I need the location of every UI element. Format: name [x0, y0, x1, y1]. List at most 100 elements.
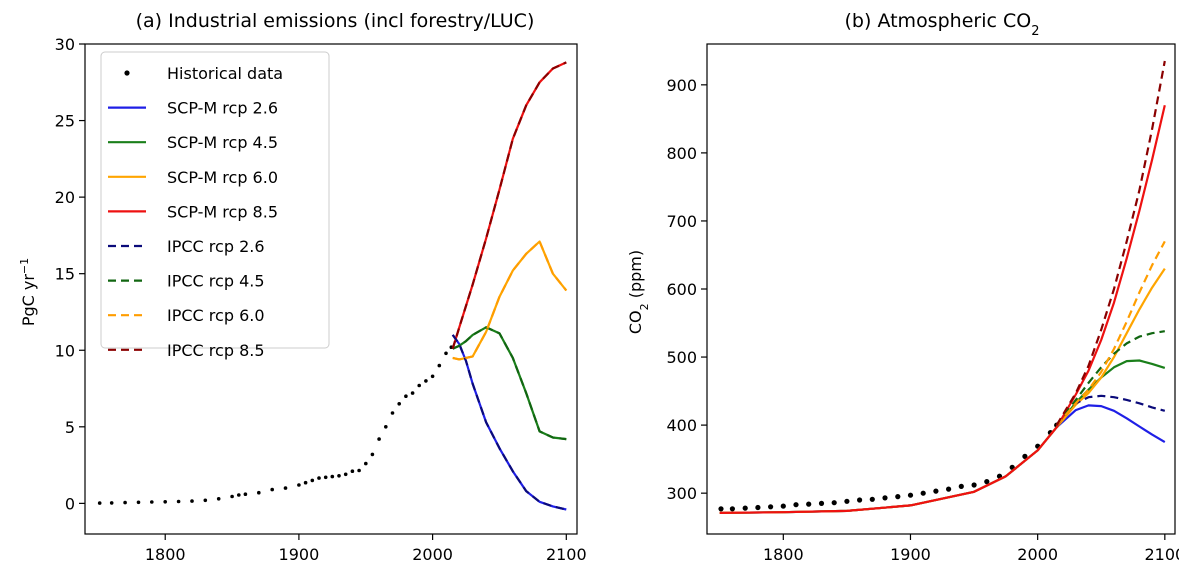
panel-a-historical-point	[216, 497, 221, 501]
panel-a-historical-point	[257, 490, 261, 495]
panel-a-title: (a) Industrial emissions (incl forestry/…	[136, 10, 535, 32]
panel-a-line-ipcc-rcp-6-0	[452, 240, 568, 361]
panel-b-line-scp-m-rcp-6-0	[719, 267, 1166, 514]
panel-a-historical-point	[163, 500, 167, 504]
panel-b-historical-point	[755, 504, 761, 511]
panel-a-historical-point	[370, 452, 375, 457]
panel-a-line-scp-m-rcp-2-6	[451, 334, 567, 511]
panel-b-xtick-label: 2000	[1017, 545, 1058, 564]
panel-a-historical-point	[410, 391, 415, 395]
panel-a-line-scp-m-rcp-4-5	[452, 326, 567, 441]
panel-a-historical-point	[303, 480, 308, 485]
panel-b-xtick-label: 2100	[1144, 545, 1179, 564]
panel-b-historical-point	[857, 497, 863, 503]
panel-a-ylabel: PgC yr−1	[18, 258, 39, 326]
panel-a-historical-point	[337, 474, 341, 478]
panel-a-historical-point	[323, 475, 328, 480]
panel-a-historical-point	[390, 411, 395, 415]
panel-a-historical-point	[176, 499, 181, 504]
panel-a-historical-point	[384, 425, 388, 429]
legend-label: IPCC rcp 6.0	[167, 306, 265, 325]
panel-a-historical-point	[343, 472, 348, 477]
panel-b-line-ipcc-rcp-8-5	[1055, 60, 1166, 426]
panel-a-ytick-label: 20	[55, 188, 75, 207]
panel-b-historical-point	[984, 479, 990, 485]
panel-b-historical-point	[793, 502, 799, 508]
panel-a-ytick-label: 15	[55, 265, 75, 284]
panel-b-historical-point	[933, 488, 939, 494]
legend-label: IPCC rcp 2.6	[167, 237, 265, 256]
legend-marker	[124, 70, 130, 76]
panel-a-historical-point	[437, 363, 442, 368]
panel-b-historical-point	[895, 494, 901, 500]
panel-b-ytick-label: 500	[666, 348, 697, 367]
panel-b-plot	[718, 60, 1166, 514]
panel-b-historical-point	[869, 496, 875, 502]
panel-b-yticks: 300 400 500 600 700 800 900	[666, 76, 707, 503]
panel-b: (b) Atmospheric CO2 CO2 (ppm) 1800 1900 20…	[626, 10, 1179, 564]
panel-a-historical-point	[283, 486, 288, 490]
panel-b-ytick-label: 400	[666, 416, 697, 435]
panel-b-line-ipcc-rcp-4-5	[1055, 330, 1165, 426]
panel-b-ylabel: CO2 (ppm)	[626, 250, 651, 334]
panel-a-historical-point	[404, 394, 408, 399]
panel-b-xticks: 1800 1900 2000 2100	[763, 534, 1179, 564]
panel-b-historical-point	[806, 501, 812, 507]
panel-b-historical-point	[882, 495, 888, 501]
panel-b-historical-point	[780, 503, 786, 509]
panel-a-historical-point	[310, 478, 315, 483]
panel-a-historical-point	[230, 494, 234, 499]
panel-a-ytick-label: 0	[65, 494, 75, 513]
panel-a-historical-point	[97, 501, 102, 505]
panel-b-ytick-label: 900	[666, 76, 697, 95]
panel-a-yticks: 0 5 10 15 20 25 30	[55, 35, 85, 513]
panel-a-xtick-label: 1900	[279, 545, 320, 564]
panel-b-frame	[706, 43, 1176, 535]
panel-a-historical-point	[430, 374, 435, 379]
legend-label: Historical data	[167, 64, 283, 83]
panel-b-xtick-label: 1800	[763, 545, 804, 564]
panel-a-line-ipcc-rcp-4-5	[452, 326, 567, 441]
panel-b-historical-point	[971, 482, 977, 488]
panel-b-historical-point	[920, 490, 926, 496]
legend-item-ipcc-rcp-2-6: IPCC rcp 2.6	[108, 237, 265, 256]
panel-a-line-ipcc-rcp-2-6	[451, 334, 567, 511]
panel-a-ytick-label: 10	[55, 341, 75, 360]
panel-a-historical-point	[444, 351, 448, 356]
panel-b-historical-point	[768, 504, 774, 510]
panel-b-line-scp-m-rcp-2-6	[719, 404, 1166, 514]
legend-item-scp-m-rcp-8-5: SCP-M rcp 8.5	[108, 202, 278, 221]
panel-b-historical-point	[958, 483, 964, 489]
panel-a-xtick-label: 2000	[412, 545, 453, 564]
panel-a-xtick-label: 2100	[546, 545, 587, 564]
panel-a-historical-point	[364, 461, 368, 466]
panel-b-title: (b) Atmospheric CO2	[845, 10, 1040, 39]
panel-b-historical-point	[718, 506, 724, 512]
panel-a-historical-point	[150, 500, 154, 504]
panel-a-frame	[84, 43, 578, 535]
panel-a-historical-point	[123, 500, 127, 505]
panel-a-historical-point	[297, 483, 301, 487]
panel-b-historical-point	[729, 506, 736, 512]
legend-box	[100, 51, 330, 349]
legend-item-scp-m-rcp-2-6: SCP-M rcp 2.6	[108, 99, 278, 118]
panel-b-ytick-label: 300	[666, 484, 697, 503]
panel-b-line-ipcc-rcp-2-6	[1055, 394, 1166, 426]
panel-b-historical-point	[907, 492, 914, 498]
legend-label: SCP-M rcp 4.5	[167, 133, 278, 152]
panel-a-historical-point	[424, 379, 428, 383]
panel-a-historical-point	[377, 437, 381, 441]
legend-item-ipcc-rcp-4-5: IPCC rcp 4.5	[108, 272, 265, 291]
legend-label: IPCC rcp 8.5	[167, 341, 265, 360]
panel-b-historical-point	[844, 498, 850, 504]
panel-a-historical-point	[190, 499, 194, 503]
panel-a-ytick-label: 5	[65, 418, 75, 437]
panel-a-historical-point	[417, 383, 422, 388]
legend-label: IPCC rcp 4.5	[167, 272, 265, 291]
panel-a-ytick-label: 30	[55, 35, 75, 54]
panel-a-line-scp-m-rcp-8-5	[451, 61, 567, 350]
legend: Historical data SCP-M rcp 2.6 SCP-M rcp 4.…	[100, 51, 330, 360]
panel-a-plot	[97, 61, 568, 511]
panel-b-historical-point	[742, 505, 748, 511]
panel-b-ytick-label: 600	[666, 280, 697, 299]
